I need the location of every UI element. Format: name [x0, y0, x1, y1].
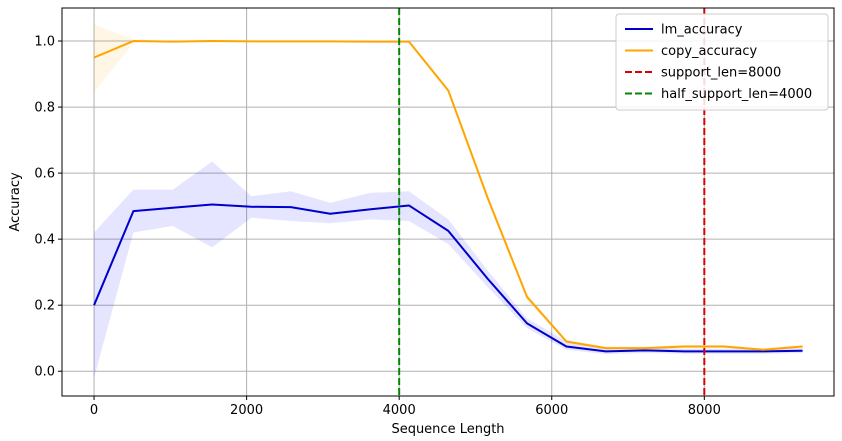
- x-tick-label: 8000: [688, 403, 721, 418]
- x-tick-label: 0: [90, 403, 98, 418]
- legend-label: half_support_len=4000: [661, 87, 812, 102]
- y-axis-label: Accuracy: [8, 172, 23, 232]
- y-tick-label: 0.4: [34, 233, 55, 248]
- lm_accuracy-band: [94, 161, 803, 378]
- y-tick-label: 1.0: [34, 35, 55, 50]
- legend: lm_accuracy copy_accuracy support_len=8000…: [615, 13, 829, 111]
- y-tick-label: 0.6: [34, 167, 55, 182]
- x-tick-label: 4000: [383, 403, 416, 418]
- legend-label: copy_accuracy: [661, 44, 758, 59]
- x-axis-label: Sequence Length: [391, 422, 504, 437]
- x-tick-label: 2000: [230, 403, 263, 418]
- y-tick-label: 0.2: [34, 299, 55, 314]
- axis-ticks: 0 2000 4000 6000 8000 0.0 0.2 0.4 0.6 0.8 1.0: [34, 35, 721, 418]
- x-tick-label: 6000: [535, 403, 568, 418]
- lm_accuracy-line: [93, 203, 803, 353]
- plot-frame: [61, 7, 835, 397]
- legend-box: [615, 13, 829, 111]
- y-tick-label: 0.0: [34, 365, 55, 380]
- series-lines: [93, 40, 803, 353]
- y-tick-label: 0.8: [34, 101, 55, 116]
- legend-label: support_len=8000: [661, 66, 781, 81]
- copy_accuracy-line: [93, 40, 803, 351]
- legend-label: lm_accuracy: [661, 23, 743, 38]
